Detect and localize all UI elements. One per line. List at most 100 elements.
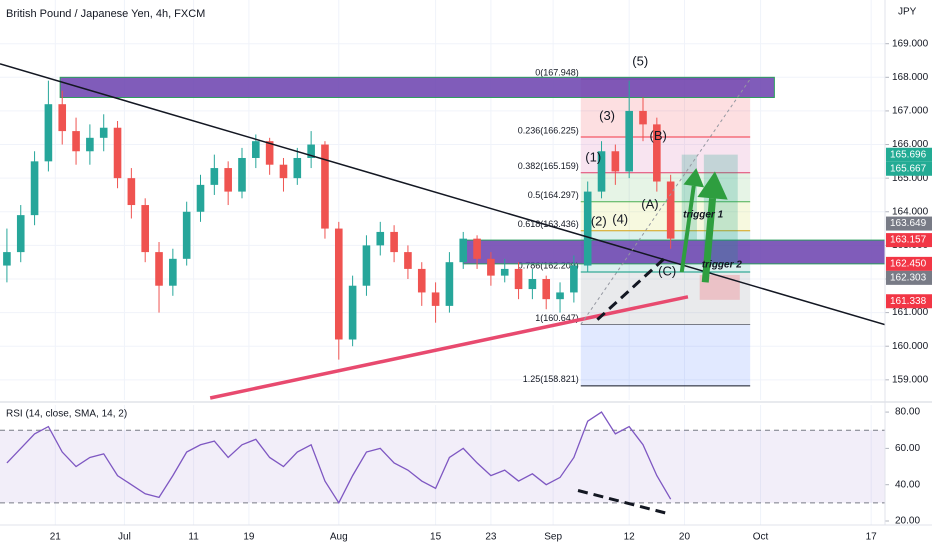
x-tick-label: 19 — [243, 532, 255, 543]
rsi-line — [6, 411, 672, 505]
candle-body — [72, 131, 80, 152]
candle-body — [99, 127, 108, 138]
y-tick-label: 168.000 — [892, 72, 929, 83]
price-tag-label: 165.696 — [890, 149, 927, 160]
candle-body — [390, 231, 398, 253]
x-tick-label: Sep — [544, 532, 562, 543]
candle-body — [44, 104, 53, 162]
wave-label: (2) — [591, 213, 607, 228]
candle-body — [445, 262, 454, 306]
price-tag — [886, 161, 932, 176]
x-tick-label: 21 — [50, 532, 62, 543]
main-pane: 0(167.948) 0.236(166.225) 0.382(165.159) 0.… — [0, 0, 885, 400]
wave-label: (B) — [650, 128, 667, 143]
candle-body — [141, 205, 149, 253]
price-tag — [886, 270, 932, 285]
x-tick-label: 20 — [679, 532, 691, 543]
wave-label: (A) — [641, 196, 658, 211]
wave-label: (C) — [658, 263, 676, 278]
candle-body — [196, 184, 205, 212]
candle-body — [321, 144, 329, 229]
price-tag — [886, 256, 932, 271]
zone — [462, 239, 885, 265]
y-tick-label: 60.00 — [895, 443, 920, 454]
chart-title: British Pound / Japanese Yen, 4h, FXCM — [6, 8, 205, 20]
candle-body — [528, 278, 537, 290]
wave-label: trigger 2 — [702, 260, 742, 271]
fib-label: 0.382(165.159) — [518, 161, 579, 171]
candle-body — [210, 168, 219, 185]
candle-body — [500, 268, 509, 276]
fib-label: 1(160.647) — [535, 313, 579, 323]
fib-label: 0.5(164.297) — [528, 190, 579, 200]
candle-body — [155, 252, 163, 286]
candle-body — [376, 231, 385, 246]
fib-label: 0(167.948) — [535, 67, 579, 77]
candle-body — [252, 141, 260, 158]
x-tick-label: Jul — [118, 532, 131, 543]
y-tick-label: 40.00 — [895, 479, 920, 490]
zone — [59, 76, 775, 98]
price-tag — [886, 216, 932, 231]
candle-body — [348, 285, 357, 340]
candle-body — [611, 151, 620, 172]
axes: 21 Jul 11 19 Aug 15 23 Sep 12 20 Oct 17 159.000 160.0… — [50, 38, 932, 543]
candle-body — [473, 238, 481, 259]
price-tag — [886, 147, 932, 162]
candle-body — [279, 164, 288, 179]
candle-body — [362, 245, 371, 286]
rsi-pane — [0, 405, 885, 525]
candle-body — [293, 157, 302, 179]
candle-body — [127, 178, 136, 206]
x-tick-label: 12 — [624, 532, 636, 543]
x-tick-label: 17 — [866, 532, 878, 543]
arrow-shaft — [701, 198, 717, 283]
wave-label: trigger 1 — [683, 209, 723, 220]
wave-label: (5) — [632, 53, 648, 68]
candle-body — [583, 191, 592, 266]
candle-body — [417, 268, 426, 293]
price-tag-label: 162.450 — [890, 259, 927, 270]
candle-body — [487, 258, 495, 276]
y-tick-label: 169.000 — [892, 38, 929, 49]
fib-band — [580, 271, 751, 325]
candle-body — [431, 292, 440, 306]
candle-body — [459, 238, 468, 263]
y-tick-label: 80.00 — [895, 407, 920, 418]
x-tick-label: 15 — [430, 532, 442, 543]
wave-label: (3) — [599, 108, 615, 123]
price-tag-label: 165.667 — [890, 163, 927, 174]
candle-body — [265, 141, 274, 165]
candle-body — [182, 211, 191, 259]
candle-body — [169, 258, 177, 286]
axis-unit: JPY — [898, 7, 917, 18]
candle-body — [86, 137, 94, 152]
candle-body — [556, 292, 564, 300]
candle-body — [58, 104, 67, 132]
x-tick-label: 11 — [188, 532, 199, 543]
candle-body — [666, 181, 675, 239]
fib-band — [580, 324, 751, 386]
arrow-shaft — [679, 185, 696, 273]
candle-body — [3, 252, 11, 266]
candle-body — [570, 265, 578, 293]
candle-body — [404, 252, 412, 269]
candle-body — [334, 228, 343, 340]
y-tick-label: 166.000 — [892, 139, 929, 150]
candle-body — [514, 268, 523, 290]
fib-band — [580, 136, 751, 173]
candle-body — [16, 215, 25, 253]
price-tag-label: 162.303 — [890, 273, 927, 284]
arrow-head — [683, 168, 705, 188]
y-tick-label: 160.000 — [892, 341, 929, 352]
arrow-head — [697, 171, 728, 200]
price-tag — [886, 294, 932, 309]
price-tag-label: 163.649 — [890, 218, 927, 229]
x-tick-label: Aug — [330, 532, 348, 543]
rsi-title: RSI (14, close, SMA, 14, 2) — [6, 409, 127, 420]
fib-label: 0.618(163.436) — [518, 219, 579, 229]
trend-line — [580, 78, 751, 325]
y-tick-label: 164.000 — [892, 206, 929, 217]
trend-line — [0, 63, 885, 326]
rsi-band — [0, 430, 885, 503]
